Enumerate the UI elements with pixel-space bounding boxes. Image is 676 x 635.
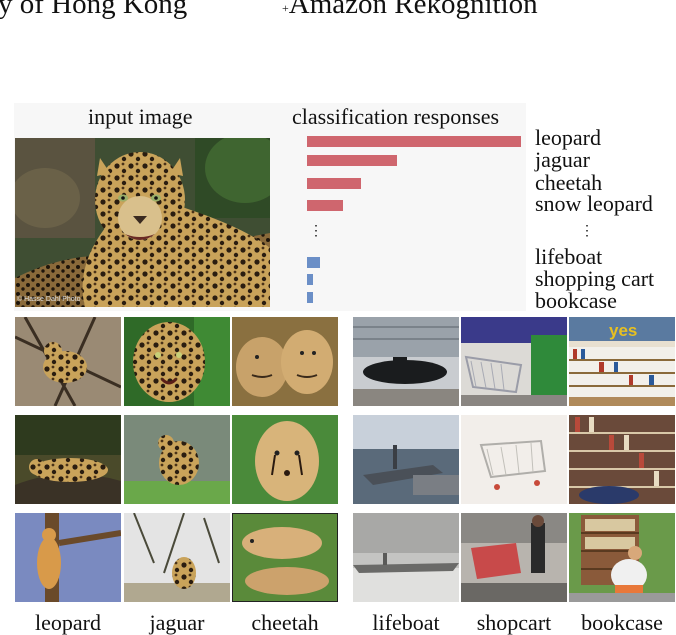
thumb-jaguar-2: [124, 415, 230, 504]
response-label-shopping-cart: shopping cart: [535, 266, 655, 291]
thumb-leopard-3: [15, 513, 121, 602]
response-bar-cheetah: [307, 178, 361, 189]
thumb-leopard-2: [15, 415, 121, 504]
response-label-cheetah: cheetah: [535, 170, 603, 195]
thumb-leopard-1: [15, 317, 121, 406]
response-label-bookcase: bookcase: [535, 288, 617, 313]
response-bar-bookcase: [307, 292, 313, 303]
thumb-shopcart-2: [461, 415, 567, 504]
thumb-bookcase-2: [569, 415, 675, 504]
header-right-label: Amazon Rekognition: [288, 0, 538, 20]
response-bar-snow-leopard: [307, 200, 343, 211]
thumb-lifeboat-2: [353, 415, 459, 504]
affiliation-marker: +: [282, 1, 289, 15]
header-right-text: +Amazon Rekognition: [282, 0, 538, 19]
yes-sign-text: yes: [609, 321, 637, 340]
response-bar-jaguar: [307, 155, 397, 166]
caption-leopard: leopard: [35, 610, 101, 635]
input-image-leopard: [15, 138, 270, 307]
right-ellipsis: ⋮: [580, 224, 594, 239]
left-ellipsis: ⋮: [309, 224, 323, 239]
thumb-cheetah-1: [232, 317, 338, 406]
response-bar-leopard: [307, 136, 521, 147]
thumb-cheetah-3: [232, 513, 338, 602]
caption-shopcart: shopcart: [476, 610, 552, 635]
thumb-cheetah-2: [232, 415, 338, 504]
thumb-shopcart-3: [461, 513, 567, 602]
classification-responses-title: classification responses: [292, 104, 500, 129]
thumb-lifeboat-1: [353, 317, 459, 406]
response-label-snow-leopard: snow leopard: [535, 191, 653, 216]
caption-jaguar: jaguar: [149, 610, 205, 635]
response-label-lifeboat: lifeboat: [535, 244, 603, 269]
header-left-text: y of Hong Kong: [0, 0, 188, 20]
thumb-shopcart-1: [461, 317, 567, 406]
caption-lifeboat: lifeboat: [372, 610, 440, 635]
thumb-lifeboat-3: [353, 513, 459, 602]
response-label-jaguar: jaguar: [535, 147, 590, 172]
response-label-leopard: leopard: [535, 125, 601, 150]
input-image-title: input image: [88, 104, 193, 129]
caption-cheetah: cheetah: [251, 610, 319, 635]
photo-watermark: © Hasse Dahl Photo: [17, 296, 81, 303]
caption-bookcase: bookcase: [581, 610, 663, 635]
thumb-jaguar-1: [124, 317, 230, 406]
response-bar-lifeboat: [307, 257, 320, 268]
response-bar-shopping-cart: [307, 274, 313, 285]
thumb-bookcase-3: [569, 513, 675, 602]
thumb-bookcase-1: yes: [569, 317, 675, 406]
thumb-jaguar-3: [124, 513, 230, 602]
